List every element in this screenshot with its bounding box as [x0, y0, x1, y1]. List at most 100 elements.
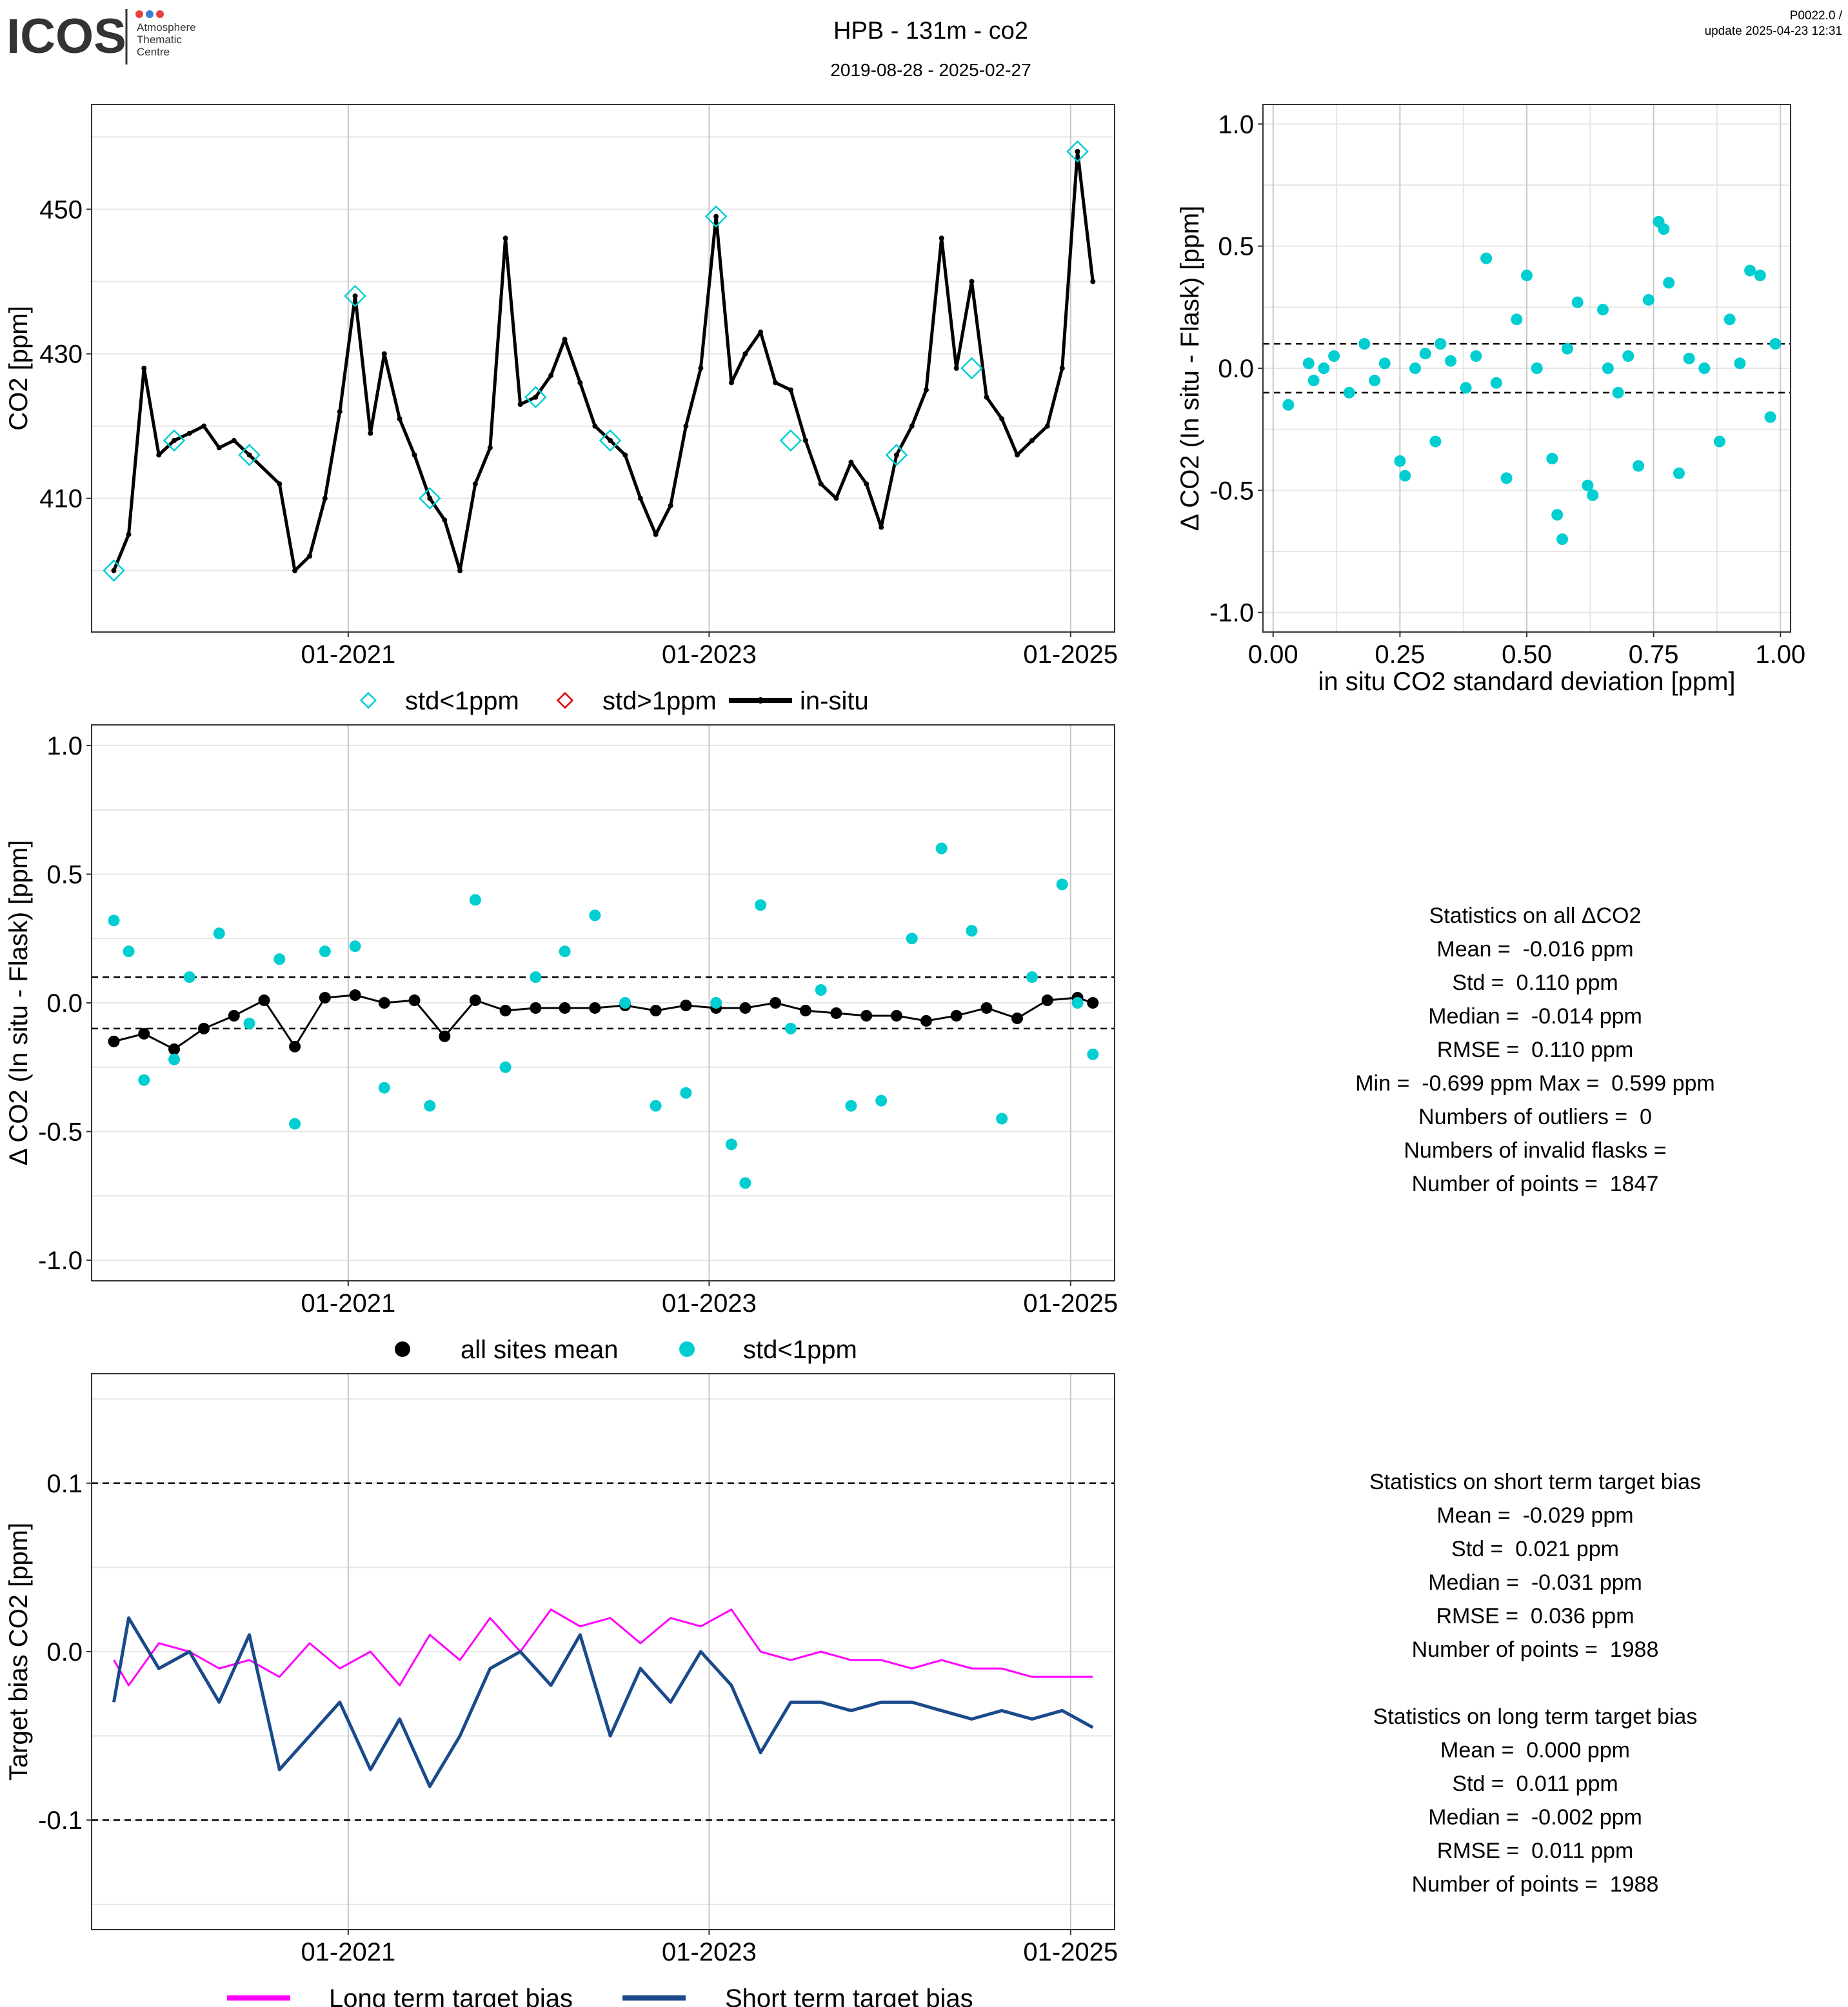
std-lt-1ppm-point [424, 1100, 436, 1112]
all-sites-mean-point [650, 1004, 662, 1016]
std-lt-1ppm-point [168, 1053, 181, 1065]
all-sites-mean-point [258, 994, 270, 1007]
y-tick-label: -0.5 [38, 1118, 83, 1147]
x-tick-label: 0.00 [1248, 640, 1298, 669]
std-lt-1ppm-point [1596, 304, 1609, 316]
legend-label: Short term target bias [725, 1984, 973, 2007]
std-lt-1ppm-point [755, 899, 767, 911]
in-situ-point [713, 213, 719, 219]
std-lt-1ppm-point [1587, 489, 1599, 501]
std-lt-1ppm-marker [599, 429, 622, 452]
legend: Long term target bias Short term target b… [227, 1984, 973, 2007]
legend-label: std>1ppm [602, 687, 717, 715]
std-lt-1ppm-point [725, 1138, 737, 1151]
in-situ-point [322, 495, 328, 501]
in-situ-point [833, 495, 839, 501]
y-axis-label: Δ CO2 (In situ - Flask) [ppm] [5, 840, 33, 1166]
in-situ-point [517, 402, 523, 408]
in-situ-point [216, 445, 222, 451]
y-tick-label: 0.0 [46, 1638, 83, 1666]
std-lt-1ppm-point [1622, 350, 1634, 362]
series-line-in-situ [112, 150, 1095, 573]
in-situ-point [758, 329, 764, 335]
std-lt-1ppm-point [1769, 338, 1782, 350]
short-term-bias-line [112, 1616, 1094, 1788]
x-tick-label: 01-2021 [301, 1938, 395, 1966]
in-situ-point [381, 351, 387, 357]
std-lt-1ppm-point [650, 1100, 662, 1112]
y-tick-label: 0.1 [46, 1470, 83, 1498]
std-lt-1ppm-point [589, 909, 601, 922]
all-sites-mean-point [950, 1009, 962, 1022]
std-lt-1ppm-point [1470, 350, 1482, 362]
legend-std-gt-marker [556, 691, 574, 709]
std-lt-1ppm-point [530, 971, 542, 984]
all-sites-mean-point [138, 1027, 150, 1040]
in-situ-point [111, 568, 117, 573]
in-situ-point [562, 337, 568, 342]
std-lt-1ppm-point [1071, 997, 1084, 1009]
stats-all-delta: Statistics on all ΔCO2 Mean = -0.016 ppm… [1309, 899, 1761, 1201]
in-situ-point [277, 481, 283, 487]
legend-label: in-situ [800, 687, 869, 715]
stats-bias-line: Median = -0.031 ppm [1428, 1570, 1642, 1595]
y-tick-label: 410 [39, 485, 83, 513]
std-lt-1ppm-point [1551, 509, 1564, 521]
logo-dot [135, 10, 143, 18]
in-situ-point [592, 423, 598, 429]
all-sites-mean-point [770, 997, 782, 1009]
std-lt-1ppm-point [1698, 362, 1711, 374]
all-sites-mean-line [114, 994, 1093, 1051]
in-situ-point [533, 394, 539, 400]
in-situ-point [969, 279, 975, 284]
in-situ-point [1059, 366, 1065, 371]
x-tick-label: 01-2021 [301, 640, 395, 669]
std-lt-1ppm-point [1445, 355, 1457, 367]
all-sites-mean-point [680, 999, 692, 1011]
in-situ-point [487, 445, 493, 451]
in-situ-point [848, 459, 854, 465]
in-situ-point [156, 452, 162, 458]
stats-all-line: Numbers of outliers = 0 [1418, 1105, 1652, 1129]
std-lt-1ppm-point [1409, 362, 1421, 374]
std-lt-1ppm-point [1582, 479, 1594, 491]
std-lt-1ppm-point [619, 997, 631, 1009]
std-lt-1ppm-point [1642, 293, 1654, 306]
legend-label: std<1ppm [405, 687, 519, 715]
co2-timeseries-chart: 410 430 450 01-2021 01-2023 01-2025 CO2 [ppm] s… [5, 104, 1118, 715]
std-lt-1ppm-point [1663, 277, 1675, 289]
all-sites-mean-point [559, 1002, 571, 1014]
in-situ-point [231, 438, 237, 444]
std-lt-1ppm-marker [885, 444, 908, 466]
all-sites-mean-point [1087, 997, 1099, 1009]
std-lt-1ppm-point [845, 1100, 857, 1112]
stats-bias-line: Std = 0.011 ppm [1452, 1772, 1618, 1796]
std-lt-1ppm-point [499, 1061, 512, 1073]
x-tick-label: 01-2025 [1023, 1938, 1118, 1966]
logo-dot [146, 10, 154, 18]
y-tick-label: 430 [39, 341, 83, 369]
std-lt-1ppm-point [1612, 386, 1624, 399]
std-lt-1ppm-point [1378, 357, 1391, 370]
in-situ-point [412, 452, 417, 458]
in-situ-point [472, 481, 478, 487]
std-lt-1ppm-point [1343, 386, 1355, 399]
in-situ-point [637, 495, 643, 501]
legend-mean-marker [395, 1341, 410, 1357]
long-term-bias-line [113, 1608, 1093, 1686]
page-title: HPB - 131m - co2 [833, 17, 1028, 44]
all-sites-mean-point [920, 1014, 932, 1027]
std-lt-1ppm-point [1399, 470, 1411, 482]
x-tick-label: 1.00 [1755, 640, 1805, 669]
in-situ-point [577, 380, 583, 386]
legend-label: std<1ppm [743, 1336, 857, 1364]
y-axis-label: CO2 [ppm] [5, 306, 33, 430]
y-tick-label: 1.0 [46, 732, 83, 760]
in-situ-point [879, 524, 884, 530]
stats-all-line: Mean = -0.016 ppm [1436, 937, 1634, 962]
all-sites-mean-point [980, 1002, 993, 1014]
date-range: 2019-08-28 - 2025-02-27 [830, 60, 1031, 80]
std-lt-1ppm-point [243, 1017, 255, 1029]
all-sites-mean-point [469, 994, 481, 1007]
std-lt-1ppm-marker [524, 386, 547, 409]
